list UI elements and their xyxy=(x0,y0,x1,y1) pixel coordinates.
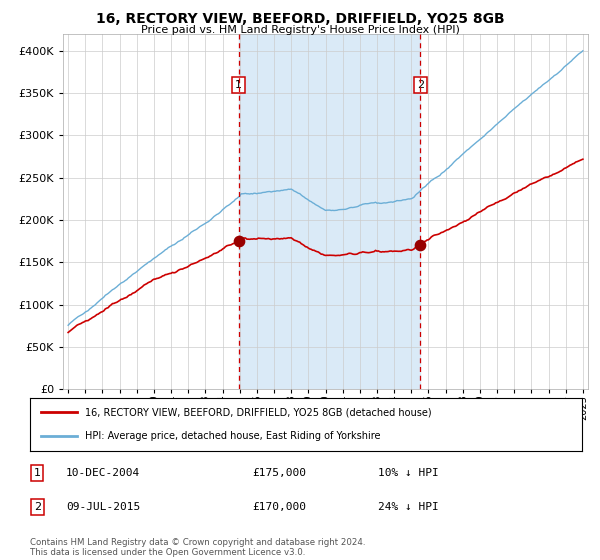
Text: 24% ↓ HPI: 24% ↓ HPI xyxy=(378,502,439,512)
Text: £175,000: £175,000 xyxy=(252,468,306,478)
Text: 09-JUL-2015: 09-JUL-2015 xyxy=(66,502,140,512)
Text: 10-DEC-2004: 10-DEC-2004 xyxy=(66,468,140,478)
Text: 2: 2 xyxy=(34,502,41,512)
Text: 1: 1 xyxy=(235,80,242,90)
Text: 10% ↓ HPI: 10% ↓ HPI xyxy=(378,468,439,478)
Bar xyxy=(239,34,420,389)
Text: 16, RECTORY VIEW, BEEFORD, DRIFFIELD, YO25 8GB (detached house): 16, RECTORY VIEW, BEEFORD, DRIFFIELD, YO… xyxy=(85,408,432,418)
Text: 16, RECTORY VIEW, BEEFORD, DRIFFIELD, YO25 8GB: 16, RECTORY VIEW, BEEFORD, DRIFFIELD, YO… xyxy=(95,12,505,26)
Point xyxy=(234,236,244,245)
Text: HPI: Average price, detached house, East Riding of Yorkshire: HPI: Average price, detached house, East… xyxy=(85,431,381,441)
Text: £170,000: £170,000 xyxy=(252,502,306,512)
Point xyxy=(415,241,425,250)
Text: Contains HM Land Registry data © Crown copyright and database right 2024.
This d: Contains HM Land Registry data © Crown c… xyxy=(30,538,365,557)
Text: 2: 2 xyxy=(416,80,424,90)
Text: Price paid vs. HM Land Registry's House Price Index (HPI): Price paid vs. HM Land Registry's House … xyxy=(140,25,460,35)
Text: 1: 1 xyxy=(34,468,41,478)
